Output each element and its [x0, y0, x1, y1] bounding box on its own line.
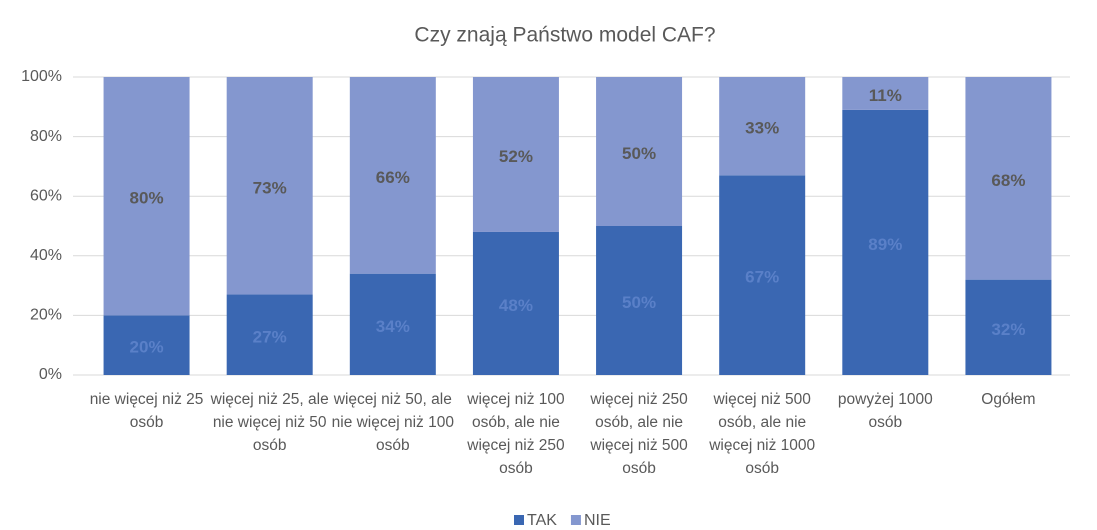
- data-label: 50%: [622, 144, 656, 163]
- bar-segment: [472, 231, 559, 375]
- bar-segment: [965, 77, 1052, 280]
- legend-swatch: [514, 515, 524, 525]
- y-tick-label: 100%: [21, 68, 62, 85]
- y-tick-label: 20%: [30, 307, 62, 324]
- legend-swatch: [570, 515, 581, 525]
- y-tick-label: 0%: [39, 366, 62, 383]
- data-label: 89%: [868, 235, 902, 254]
- chart-title: Czy znają Państwo model CAF?: [414, 24, 715, 47]
- data-label: 66%: [376, 168, 410, 187]
- data-label: 34%: [376, 317, 410, 336]
- legend-label: TAK: [527, 512, 557, 529]
- x-tick-label: więcej niż 100 osób, ale nie więcej niż …: [467, 391, 565, 477]
- bar-segment: [226, 294, 313, 375]
- bar-segment: [472, 77, 559, 232]
- y-tick-label: 80%: [30, 128, 62, 145]
- data-label: 32%: [991, 320, 1025, 339]
- bar-segment: [349, 77, 436, 274]
- x-tick-label: więcej niż 25, ale nie więcej niż 50 osó…: [210, 391, 329, 454]
- bar-segment: [226, 77, 313, 295]
- bar-segment: [103, 77, 190, 316]
- x-tick-label: powyżej 1000 osób: [837, 391, 933, 431]
- x-tick-label: nie więcej niż 25 osób: [89, 391, 204, 431]
- data-label: 27%: [253, 327, 287, 346]
- x-tick-label: więcej niż 50, ale nie więcej niż 100 os…: [331, 391, 454, 454]
- bar-segment: [842, 77, 929, 110]
- data-label: 11%: [869, 86, 902, 105]
- data-label: 80%: [130, 189, 164, 208]
- bar-segment: [842, 109, 929, 375]
- bar-segment: [103, 315, 190, 375]
- data-label: 33%: [745, 119, 779, 138]
- bar-segment: [719, 77, 806, 176]
- x-tick-label: Ogółem: [981, 391, 1036, 408]
- bar-segment: [349, 273, 436, 375]
- bar-segment: [719, 175, 806, 375]
- bar-segment: [965, 279, 1052, 375]
- data-label: 68%: [991, 171, 1025, 190]
- x-tick-label: więcej niż 250 osób, ale nie więcej niż …: [590, 391, 688, 477]
- data-label: 52%: [499, 147, 533, 166]
- data-label: 48%: [499, 296, 533, 315]
- data-label: 20%: [130, 338, 164, 357]
- data-label: 73%: [253, 178, 287, 197]
- x-tick-label: więcej niż 500 osób, ale nie więcej niż …: [709, 391, 816, 477]
- legend-label: NIE: [584, 512, 611, 529]
- data-label: 67%: [745, 268, 779, 287]
- y-tick-label: 60%: [30, 187, 62, 204]
- y-tick-label: 40%: [30, 247, 62, 264]
- bar-segment: [596, 77, 683, 226]
- data-label: 50%: [622, 293, 656, 312]
- bar-segment: [596, 226, 683, 375]
